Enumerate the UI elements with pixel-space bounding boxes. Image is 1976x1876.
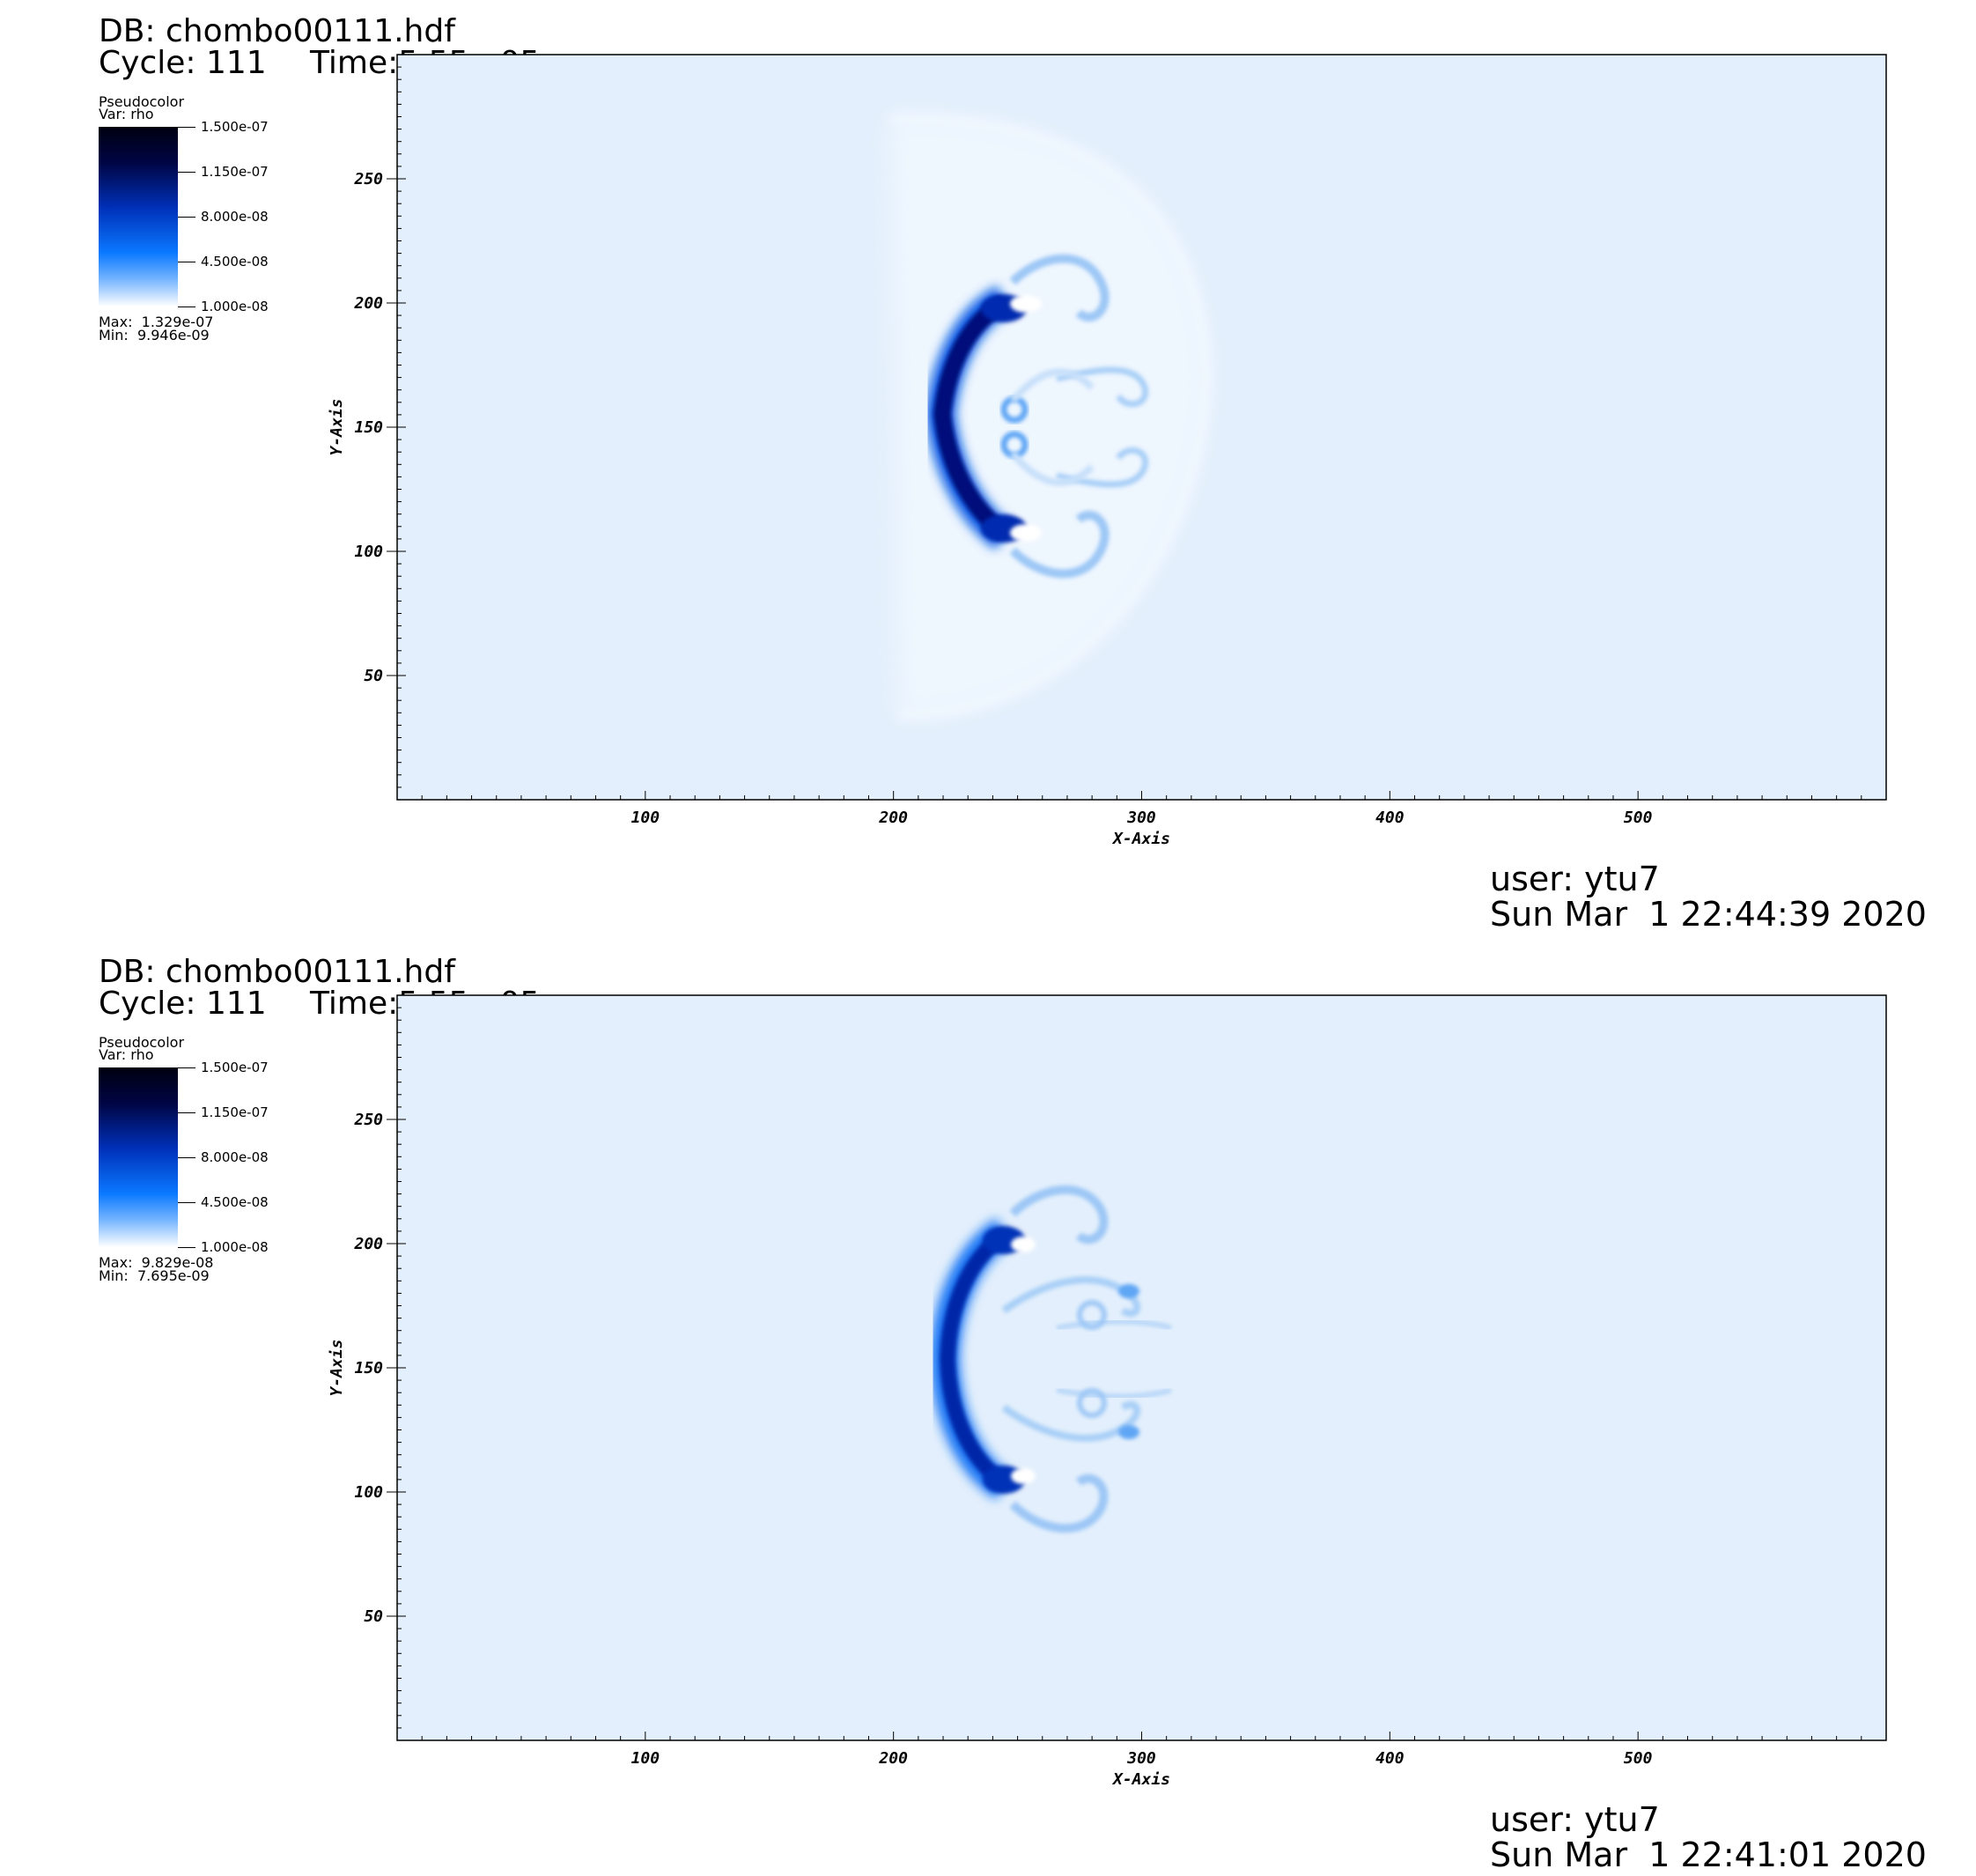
colorbar-label: 1.500e-07 [201, 1060, 269, 1075]
pseudocolor-plot: 100 200 300 400 500 50 100 150 200 250 X-Axis Y-Axi… [328, 54, 1887, 848]
density-field [888, 114, 1212, 720]
legend-min: Min: 9.946e-09 [99, 327, 210, 343]
legend-var: Var: rho [99, 1046, 154, 1063]
y-axis-title: Y-Axis [328, 398, 346, 455]
colorbar-label: 4.500e-08 [201, 254, 269, 270]
cycle-label: Cycle: 111 [99, 45, 267, 81]
y-tick-label: 200 [353, 294, 383, 313]
y-tick-label: 250 [353, 1111, 383, 1129]
x-tick-label: 400 [1375, 1749, 1405, 1768]
legend-var: Var: rho [99, 106, 154, 122]
x-tick-label: 500 [1624, 809, 1653, 827]
db-title: DB: chombo00111.hdf [99, 13, 455, 49]
y-tick-label: 50 [364, 667, 383, 685]
x-axis-title: X-Axis [1111, 1770, 1170, 1789]
colorbar-tick [178, 127, 195, 128]
colorbar-tick [178, 172, 195, 173]
y-tick-label: 50 [364, 1607, 383, 1626]
x-axis-title: X-Axis [1111, 830, 1170, 848]
x-tick-label: 100 [631, 809, 660, 827]
legend-min: Min: 7.695e-09 [99, 1267, 210, 1284]
plot-background [397, 995, 1886, 1740]
x-tick-label: 100 [631, 1749, 660, 1768]
colorbar [99, 127, 178, 307]
y-tick-label: 100 [354, 1483, 383, 1502]
axes-layer: 100 200 300 400 500 50 100 150 200 250 X-Axis Y-Axi… [328, 1007, 1862, 1789]
x-tick-label: 300 [1126, 809, 1156, 827]
colorbar-label: 1.000e-08 [201, 299, 269, 314]
x-tick-label: 300 [1126, 1749, 1156, 1768]
axes-layer: 100 200 300 400 500 50 100 150 200 250 X-Axis Y-Axi… [328, 66, 1862, 848]
x-tick-label: 200 [878, 809, 908, 827]
y-tick-label: 150 [354, 418, 383, 437]
colorbar-label: 8.000e-08 [201, 1149, 269, 1165]
colorbar-tick [178, 1112, 195, 1113]
y-tick-label: 100 [354, 543, 383, 561]
legend-max: Max: 9.829e-08 [99, 1254, 214, 1271]
panel-2: DB: chombo00111.hdf Cycle: 111 Time:5.55… [0, 941, 1976, 1876]
colorbar-tick [178, 1247, 195, 1248]
colorbar-label: 8.000e-08 [201, 209, 269, 225]
y-tick-label: 200 [353, 1235, 383, 1253]
density-field [929, 1185, 1172, 1533]
colorbar-tick [178, 1202, 195, 1203]
db-title: DB: chombo00111.hdf [99, 954, 455, 990]
x-tick-label: 500 [1624, 1749, 1653, 1768]
y-tick-label: 150 [354, 1359, 383, 1377]
legend-plot-type: Pseudocolor [99, 93, 185, 110]
footer-date: Sun Mar 1 22:41:01 2020 [1490, 1835, 1927, 1874]
colorbar-label: 4.500e-08 [201, 1194, 269, 1210]
colorbar-label: 1.150e-07 [201, 1104, 269, 1120]
colorbar-tick [178, 1067, 195, 1068]
footer-user: user: ytu7 [1490, 860, 1660, 898]
colorbar [99, 1067, 178, 1247]
cycle-label: Cycle: 111 [99, 986, 267, 1022]
colorbar-tick [178, 1157, 195, 1158]
footer-date: Sun Mar 1 22:44:39 2020 [1490, 895, 1927, 934]
x-tick-label: 400 [1375, 809, 1405, 827]
colorbar-label: 1.500e-07 [201, 119, 269, 135]
y-axis-title: Y-Axis [328, 1339, 346, 1396]
legend-max: Max: 1.329e-07 [99, 314, 214, 330]
x-tick-label: 200 [878, 1749, 908, 1768]
pseudocolor-plot: 100 200 300 400 500 50 100 150 200 250 X-Axis Y-Axi… [328, 994, 1887, 1789]
panel-1: DB: chombo00111.hdf Cycle: 111 Time:5.55… [0, 0, 1976, 935]
colorbar-label: 1.150e-07 [201, 164, 269, 180]
legend-plot-type: Pseudocolor [99, 1034, 185, 1051]
colorbar-tick [178, 217, 195, 218]
y-tick-label: 250 [353, 170, 383, 188]
footer-user: user: ytu7 [1490, 1800, 1660, 1839]
colorbar-label: 1.000e-08 [201, 1239, 269, 1255]
